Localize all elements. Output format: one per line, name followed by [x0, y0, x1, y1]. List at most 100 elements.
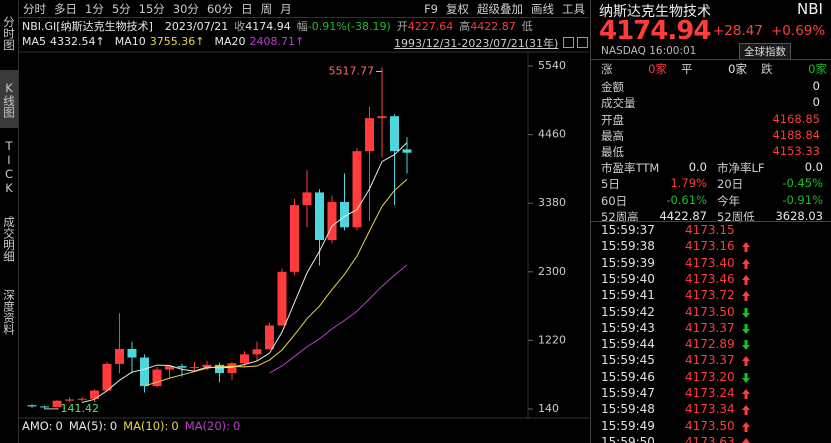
- candle-body: [315, 192, 324, 241]
- date-range[interactable]: 1993/12/31-2023/07/21(31年): [394, 37, 559, 50]
- stat-value: 0: [812, 79, 820, 94]
- stat-label: 最高: [601, 128, 624, 143]
- stat-value: 4168.85: [772, 111, 820, 126]
- tool-button[interactable]: 工具: [562, 1, 585, 16]
- tick-price: 4173.24: [685, 386, 735, 400]
- tick-arrow: [742, 258, 750, 269]
- tick-arrow: [742, 372, 750, 383]
- period-tab[interactable]: 月: [280, 1, 292, 16]
- tick-arrow: [742, 389, 750, 399]
- tick-price: 4173.63: [685, 434, 735, 443]
- tick-time: 15:59:47: [601, 386, 655, 400]
- vol-ma-value: 0: [109, 419, 118, 433]
- kline-chart: 140 1220 2300 3380 4460 5540 5517.77 141.42: [19, 51, 589, 419]
- tool-button[interactable]: F9: [424, 1, 438, 16]
- period-tab[interactable]: 60分: [206, 1, 234, 16]
- candle-body: [202, 364, 212, 368]
- stat-value: -0.91%: [782, 192, 823, 207]
- tick-time: 15:59:37: [601, 223, 655, 237]
- period-tab[interactable]: 周: [260, 1, 273, 16]
- side-tab[interactable]: TICK: [2, 139, 16, 195]
- settings-icon[interactable]: [577, 37, 588, 48]
- stat-label: 金额: [601, 80, 624, 95]
- stat-label: 今年: [717, 193, 740, 208]
- tick-price: 4173.15: [685, 223, 735, 237]
- tick-arrow: [742, 437, 750, 443]
- tick-price: 4173.46: [685, 271, 735, 286]
- tick-arrow: [742, 323, 750, 334]
- period-tab[interactable]: 1分: [85, 1, 104, 16]
- breadth-value: 0家: [728, 62, 747, 76]
- candle-body: [115, 348, 124, 364]
- change: +28.47: [713, 23, 763, 39]
- candle-body: [102, 363, 112, 391]
- period-tab[interactable]: 日: [241, 1, 253, 16]
- candle-body: [227, 363, 237, 374]
- ma-value: 3755.36: [149, 35, 196, 48]
- side-tab[interactable]: 分时图: [2, 15, 16, 51]
- period-tab[interactable]: 分时: [23, 1, 46, 16]
- candle-body: [152, 369, 162, 387]
- ma-name: MA20: [214, 35, 246, 48]
- tool-button[interactable]: 复权: [446, 1, 469, 16]
- info-row: NBI.GI[纳斯达克生物技术] 2023/07/21 收4174.94 幅-0.91…: [22, 18, 533, 34]
- global-button[interactable]: 全球指数: [739, 43, 791, 60]
- stat-value: 4422.87: [659, 208, 707, 223]
- tick-time: 15:59:44: [601, 337, 655, 352]
- period-tab[interactable]: 多日: [54, 1, 77, 16]
- toggle-icon[interactable]: [563, 37, 574, 48]
- code: NBI.GI[纳斯达克生物技术]: [22, 20, 153, 33]
- amo-value: 0: [55, 419, 63, 433]
- ma-line: [269, 264, 408, 374]
- arrow-shape: [742, 258, 750, 269]
- quote-panel: 纳斯达克生物技术 NBI 4174.94 +28.47 +0.69% NASDAQ 16:…: [590, 0, 831, 443]
- tool-button[interactable]: 画线: [531, 1, 554, 16]
- stat-label: 最低: [601, 145, 624, 159]
- tick-time: 15:59:40: [601, 271, 655, 286]
- tick-time: 15:59:41: [601, 288, 655, 303]
- ma-name: MA5: [22, 35, 47, 48]
- period-tab[interactable]: 5分: [111, 1, 131, 16]
- candle-body: [290, 205, 299, 272]
- candle-body: [27, 405, 37, 407]
- ma-name: MA10: [114, 35, 146, 48]
- candle-body: [265, 325, 274, 350]
- period-tab[interactable]: 30分: [172, 1, 199, 16]
- arrow-shape: [742, 421, 750, 432]
- candle-body: [77, 398, 87, 400]
- arrow-shape: [742, 291, 750, 302]
- ma-arrow: ↑: [195, 35, 205, 48]
- side-tab[interactable]: 深度资料: [2, 289, 16, 335]
- candle-body: [215, 364, 224, 374]
- tick-time: 15:59:49: [601, 418, 655, 433]
- tick-arrow: [742, 291, 750, 302]
- ma-arrow: ↑: [95, 35, 105, 48]
- candle-body: [127, 348, 137, 358]
- divider: [591, 59, 831, 60]
- stat-value: 0.0: [688, 160, 707, 175]
- breadth-label: 平: [681, 62, 693, 76]
- arrow-shape: [742, 307, 750, 318]
- info-label: 收: [234, 20, 246, 33]
- ma-value: 2408.71: [249, 35, 295, 48]
- stat-label: 市盈率TTM: [601, 161, 660, 176]
- tick-price: 4173.50: [685, 304, 735, 319]
- candle-body: [52, 400, 62, 408]
- arrow-shape: [742, 389, 750, 399]
- tool-button[interactable]: 超级叠加: [477, 1, 523, 16]
- tick-time: 15:59:50: [601, 434, 655, 443]
- candle-body: [327, 201, 337, 241]
- period-tab[interactable]: 15分: [138, 1, 165, 16]
- vol-ma-value: 0: [233, 419, 241, 433]
- candle-body: [140, 357, 149, 387]
- arrow-shape: [742, 405, 750, 416]
- stat-label: 成交量: [601, 96, 636, 111]
- side-tab[interactable]: K线图: [0, 70, 18, 128]
- tick-time: 15:59:39: [601, 255, 655, 270]
- side-tab[interactable]: 成交明细: [2, 216, 16, 262]
- stat-label: 市净率LF: [717, 161, 765, 176]
- tick-time: 15:59:48: [601, 402, 655, 417]
- side-tabs: 分时图 K线图 TICK 成交明细深度资料: [0, 0, 19, 443]
- y-tick-label: 3380: [538, 196, 566, 209]
- tick-time: 15:59:42: [601, 304, 655, 319]
